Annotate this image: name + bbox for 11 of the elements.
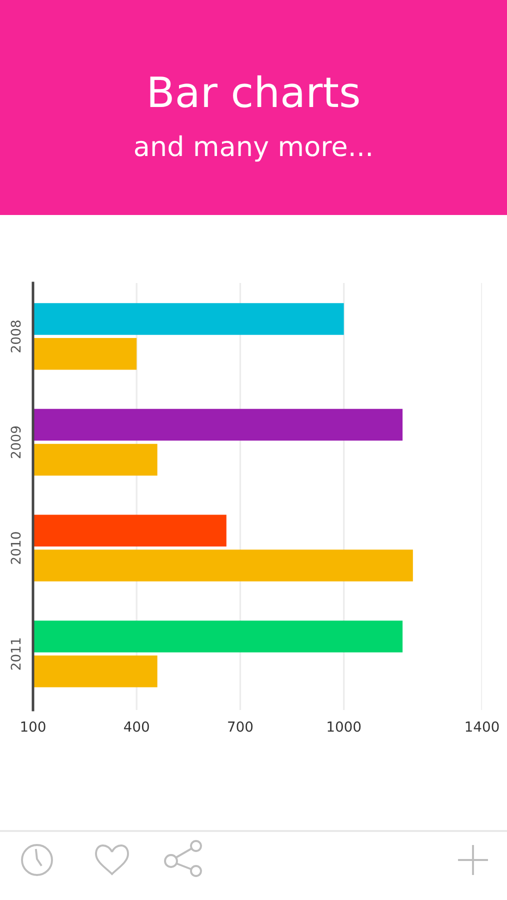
y-tick-label: 2010 [10,532,21,564]
x-tick-label: 1000 [328,721,361,732]
y-tick-label: 2008 [10,320,21,352]
chart-subtitle: and many more... [134,135,371,162]
chart-title: Bar charts [150,75,359,108]
x-tick-label: 100 [21,721,46,732]
y-tick-label: 2009 [10,426,21,458]
x-tick-label: 400 [124,721,149,732]
x-tick-label: 1400 [466,721,499,732]
y-tick-label: 2011 [10,638,21,670]
x-tick-label: 700 [228,721,253,732]
